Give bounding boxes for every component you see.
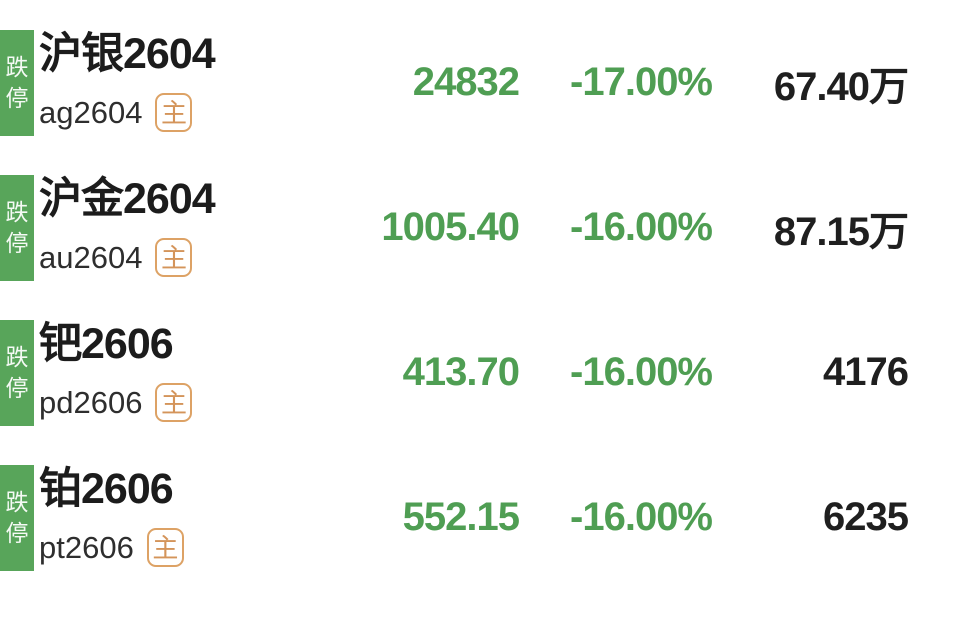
change-percent: -16.00% xyxy=(570,495,713,539)
futures-row[interactable]: 跌停 沪银2604 ag2604 主 24832 -17.00% 67.40万 xyxy=(0,10,960,155)
last-price: 413.70 xyxy=(402,350,520,394)
contract-code: pd2606 xyxy=(39,385,143,420)
last-price: 24832 xyxy=(412,60,520,104)
contract-name: 钯2606 xyxy=(39,320,174,368)
last-price: 1005.40 xyxy=(381,205,520,249)
change-percent: -16.00% xyxy=(570,205,713,249)
contract-info: 沪银2604 ag2604 主 xyxy=(39,33,369,132)
main-contract-badge: 主 xyxy=(155,238,193,277)
volume: 4176 xyxy=(823,350,909,394)
volume: 87.15万 xyxy=(773,209,909,254)
limit-down-label: 跌停 xyxy=(5,198,29,256)
limit-down-tag: 跌停 xyxy=(0,29,34,136)
limit-down-label: 跌停 xyxy=(5,53,29,111)
limit-down-label: 跌停 xyxy=(5,488,29,546)
futures-list: 跌停 沪银2604 ag2604 主 24832 -17.00% 67.40万 … xyxy=(0,10,960,590)
change-percent: -16.00% xyxy=(570,350,713,394)
volume: 67.40万 xyxy=(773,64,909,109)
contract-name: 铂2606 xyxy=(39,465,174,513)
limit-down-label: 跌停 xyxy=(5,343,29,401)
futures-row[interactable]: 跌停 沪金2604 au2604 主 1005.40 -16.00% 87.15… xyxy=(0,155,960,300)
contract-info: 钯2606 pd2606 主 xyxy=(39,323,369,422)
change-percent: -17.00% xyxy=(570,60,713,104)
main-contract-badge: 主 xyxy=(146,528,184,567)
contract-info: 沪金2604 au2604 主 xyxy=(39,178,369,277)
contract-code-line: pd2606 主 xyxy=(39,383,369,422)
limit-down-tag: 跌停 xyxy=(0,319,34,426)
contract-name: 沪金2604 xyxy=(39,175,216,223)
contract-code: ag2604 xyxy=(39,95,143,130)
limit-down-tag: 跌停 xyxy=(0,464,34,571)
limit-down-tag: 跌停 xyxy=(0,174,34,281)
main-contract-badge: 主 xyxy=(155,93,193,132)
contract-code: au2604 xyxy=(39,240,143,275)
contract-name: 沪银2604 xyxy=(39,30,216,78)
contract-code-line: pt2606 主 xyxy=(39,528,369,567)
contract-info: 铂2606 pt2606 主 xyxy=(39,468,369,567)
last-price: 552.15 xyxy=(402,495,520,539)
futures-row[interactable]: 跌停 铂2606 pt2606 主 552.15 -16.00% 6235 xyxy=(0,445,960,590)
volume: 6235 xyxy=(823,495,909,539)
contract-code-line: au2604 主 xyxy=(39,238,369,277)
contract-code: pt2606 xyxy=(39,530,134,565)
contract-code-line: ag2604 主 xyxy=(39,93,369,132)
futures-row[interactable]: 跌停 钯2606 pd2606 主 413.70 -16.00% 4176 xyxy=(0,300,960,445)
main-contract-badge: 主 xyxy=(155,383,193,422)
